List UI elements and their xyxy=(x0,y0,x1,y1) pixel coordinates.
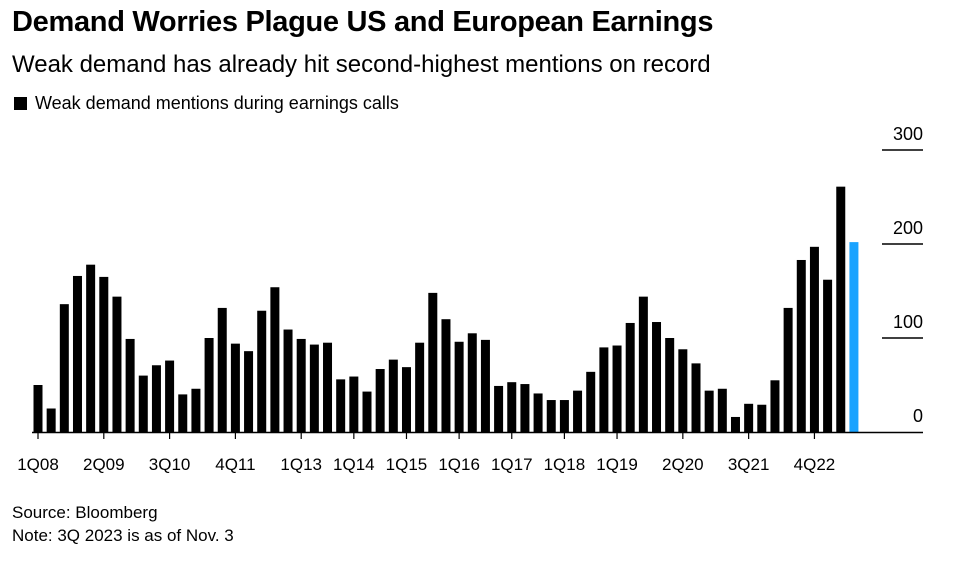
bar-57 xyxy=(783,307,793,432)
bar-62 xyxy=(849,242,859,432)
bar-33 xyxy=(467,333,477,432)
x-tick-label-1Q16: 1Q16 xyxy=(438,455,480,474)
source-note: Source: Bloomberg xyxy=(12,503,158,522)
bar-32 xyxy=(454,341,464,432)
bar-49 xyxy=(678,349,688,432)
bar-30 xyxy=(428,292,438,432)
bar-17 xyxy=(257,310,267,432)
bar-20 xyxy=(296,338,306,432)
y-tick-label-200: 200 xyxy=(893,218,923,238)
bar-53 xyxy=(730,416,740,432)
x-tick-label-1Q14: 1Q14 xyxy=(333,455,375,474)
bar-35 xyxy=(494,385,504,432)
x-tick-label-2Q20: 2Q20 xyxy=(662,455,704,474)
bar-6 xyxy=(112,296,122,432)
bar-52 xyxy=(717,388,727,432)
bar-25 xyxy=(362,391,372,432)
bar-23 xyxy=(336,379,346,432)
y-tick-label-300: 300 xyxy=(893,124,923,144)
x-axis: 1Q08 2Q09 3Q10 4Q11 1Q13 1Q14 1Q15 1Q16 1Q17 1Q18… xyxy=(17,431,923,474)
bar-37 xyxy=(520,384,530,432)
y-axis: 0 100 200 300 xyxy=(882,124,923,426)
x-tick-label-3Q21: 3Q21 xyxy=(728,455,770,474)
bar-10 xyxy=(165,360,175,432)
bar-42 xyxy=(586,371,596,432)
bar-34 xyxy=(480,339,490,432)
bar-31 xyxy=(441,319,451,432)
bar-56 xyxy=(770,380,780,432)
bar-27 xyxy=(388,359,398,432)
bar-1 xyxy=(46,408,56,432)
legend-swatch xyxy=(14,97,27,110)
x-tick-label-1Q17: 1Q17 xyxy=(491,455,533,474)
bar-50 xyxy=(691,363,701,432)
x-tick-label-1Q13: 1Q13 xyxy=(280,455,322,474)
bar-55 xyxy=(757,404,767,432)
x-tick-label-3Q10: 3Q10 xyxy=(149,455,191,474)
bar-0 xyxy=(33,385,43,432)
bar-13 xyxy=(204,338,214,432)
bar-59 xyxy=(809,246,819,432)
y-tick-label-100: 100 xyxy=(893,312,923,332)
bar-28 xyxy=(401,367,411,432)
footnote: Note: 3Q 2023 is as of Nov. 3 xyxy=(12,526,234,545)
bar-38 xyxy=(533,393,543,432)
bar-39 xyxy=(546,400,556,432)
bar-43 xyxy=(599,347,609,432)
bar-5 xyxy=(99,276,109,432)
bar-61 xyxy=(836,186,846,432)
bar-18 xyxy=(270,287,280,432)
bars-group xyxy=(33,186,859,432)
y-tick-label-0: 0 xyxy=(913,406,923,426)
x-tick-label-4Q11: 4Q11 xyxy=(215,455,255,474)
bar-14 xyxy=(217,307,227,432)
bar-21 xyxy=(309,344,319,432)
bar-19 xyxy=(283,329,293,432)
bar-16 xyxy=(244,351,254,432)
bar-54 xyxy=(744,403,754,432)
legend: Weak demand mentions during earnings cal… xyxy=(14,93,399,114)
x-tick-label-1Q08: 1Q08 xyxy=(17,455,59,474)
bar-40 xyxy=(559,400,569,432)
chart-title: Demand Worries Plague US and European Ea… xyxy=(12,6,714,38)
x-tick-label-1Q15: 1Q15 xyxy=(386,455,428,474)
bar-36 xyxy=(507,382,517,432)
bar-58 xyxy=(796,259,806,432)
bar-51 xyxy=(704,390,714,432)
legend-label: Weak demand mentions during earnings cal… xyxy=(35,93,399,113)
bar-29 xyxy=(415,342,425,432)
bar-46 xyxy=(638,296,648,432)
x-tick-label-2Q09: 2Q09 xyxy=(83,455,125,474)
x-tick-label-1Q19: 1Q19 xyxy=(596,455,638,474)
x-tick-label-4Q22: 4Q22 xyxy=(794,455,836,474)
bar-48 xyxy=(665,338,675,432)
bar-9 xyxy=(151,365,161,432)
bar-41 xyxy=(573,390,583,432)
bar-60 xyxy=(823,279,833,432)
bar-11 xyxy=(178,394,188,432)
bar-2 xyxy=(59,304,69,432)
bar-44 xyxy=(612,345,622,432)
chart-subtitle: Weak demand has already hit second-highe… xyxy=(12,51,711,78)
bar-47 xyxy=(652,322,662,432)
bar-4 xyxy=(86,264,96,432)
bar-8 xyxy=(138,375,148,432)
bar-24 xyxy=(349,376,359,432)
bar-12 xyxy=(191,388,201,432)
bar-45 xyxy=(625,322,635,432)
bar-3 xyxy=(72,275,82,432)
bar-7 xyxy=(125,338,135,432)
bar-26 xyxy=(375,369,385,432)
x-tick-label-1Q18: 1Q18 xyxy=(544,455,586,474)
bar-22 xyxy=(323,342,333,432)
bar-15 xyxy=(230,343,240,432)
